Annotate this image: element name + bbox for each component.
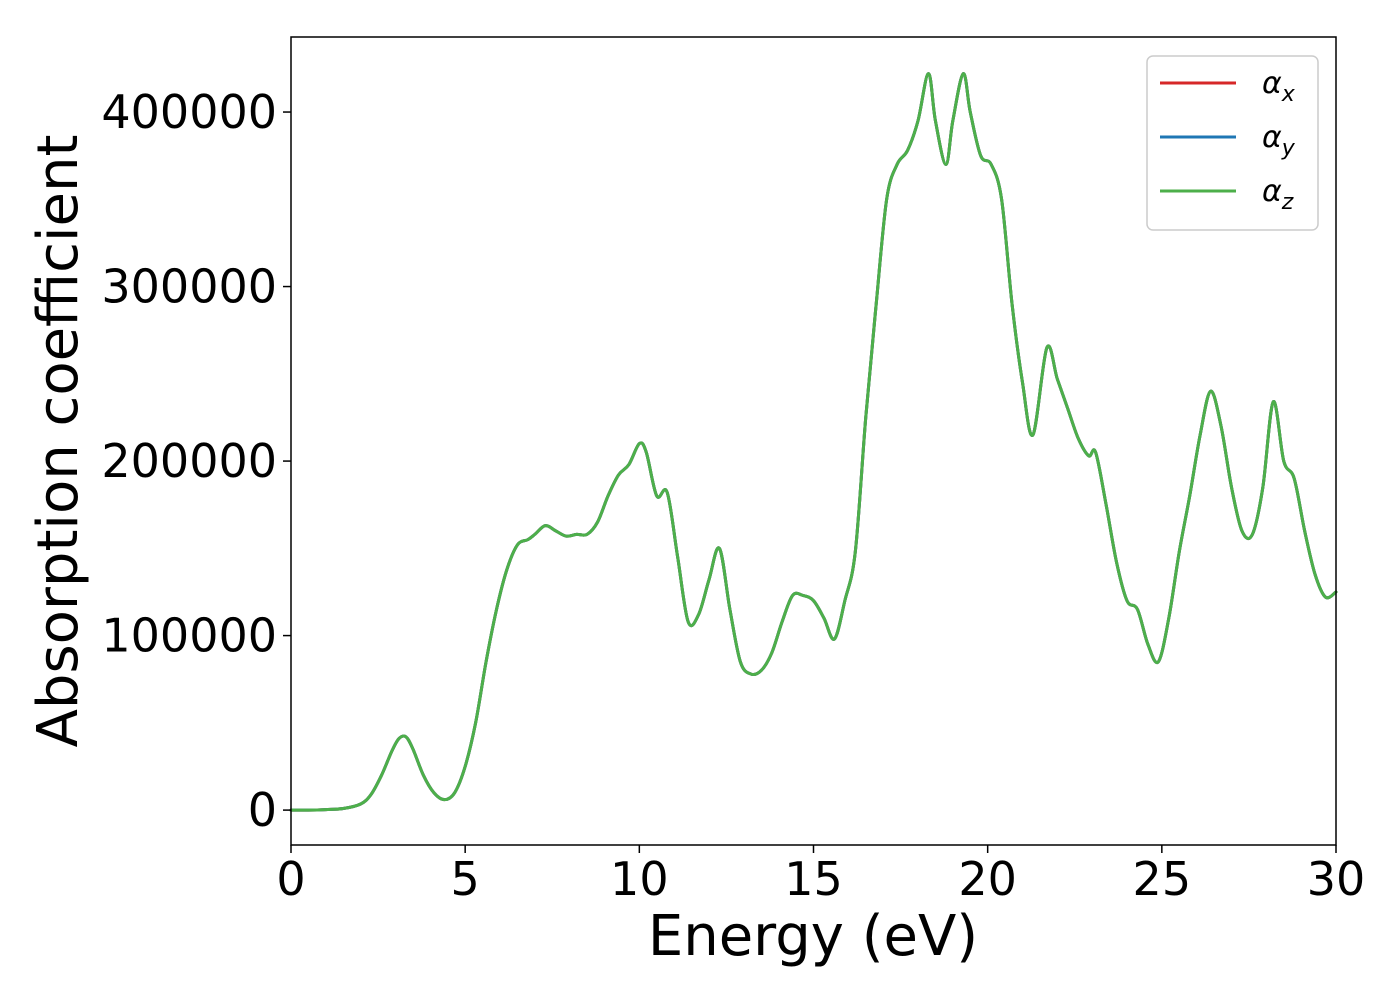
y-tick-label: 200000 xyxy=(101,434,277,488)
x-tick-label: 20 xyxy=(958,852,1017,906)
series-layer xyxy=(289,72,1338,812)
x-tick-label: 25 xyxy=(1133,852,1192,906)
x-tick-label: 5 xyxy=(451,852,480,906)
legend-label-alpha-x: αx xyxy=(1262,66,1296,107)
series-line-alpha-z xyxy=(289,72,1338,812)
y-axis-ticks: 0 100000 200000 300000 400000 xyxy=(101,85,291,837)
x-axis-title: Energy (eV) xyxy=(648,904,978,969)
legend-box xyxy=(1146,55,1319,231)
y-tick-label: 0 xyxy=(248,783,277,837)
y-tick-label: 100000 xyxy=(101,609,277,663)
y-tick-label: 400000 xyxy=(101,85,277,139)
legend-label-alpha-y: αy xyxy=(1262,120,1296,161)
x-tick-label: 15 xyxy=(784,852,843,906)
y-axis-title: Absorption coefficient xyxy=(26,135,91,748)
x-tick-label: 0 xyxy=(276,852,305,906)
y-tick-label: 300000 xyxy=(101,260,277,314)
x-tick-label: 10 xyxy=(610,852,669,906)
x-tick-label: 30 xyxy=(1307,852,1366,906)
x-axis-ticks: 0 5 10 15 20 25 30 xyxy=(276,845,1365,906)
